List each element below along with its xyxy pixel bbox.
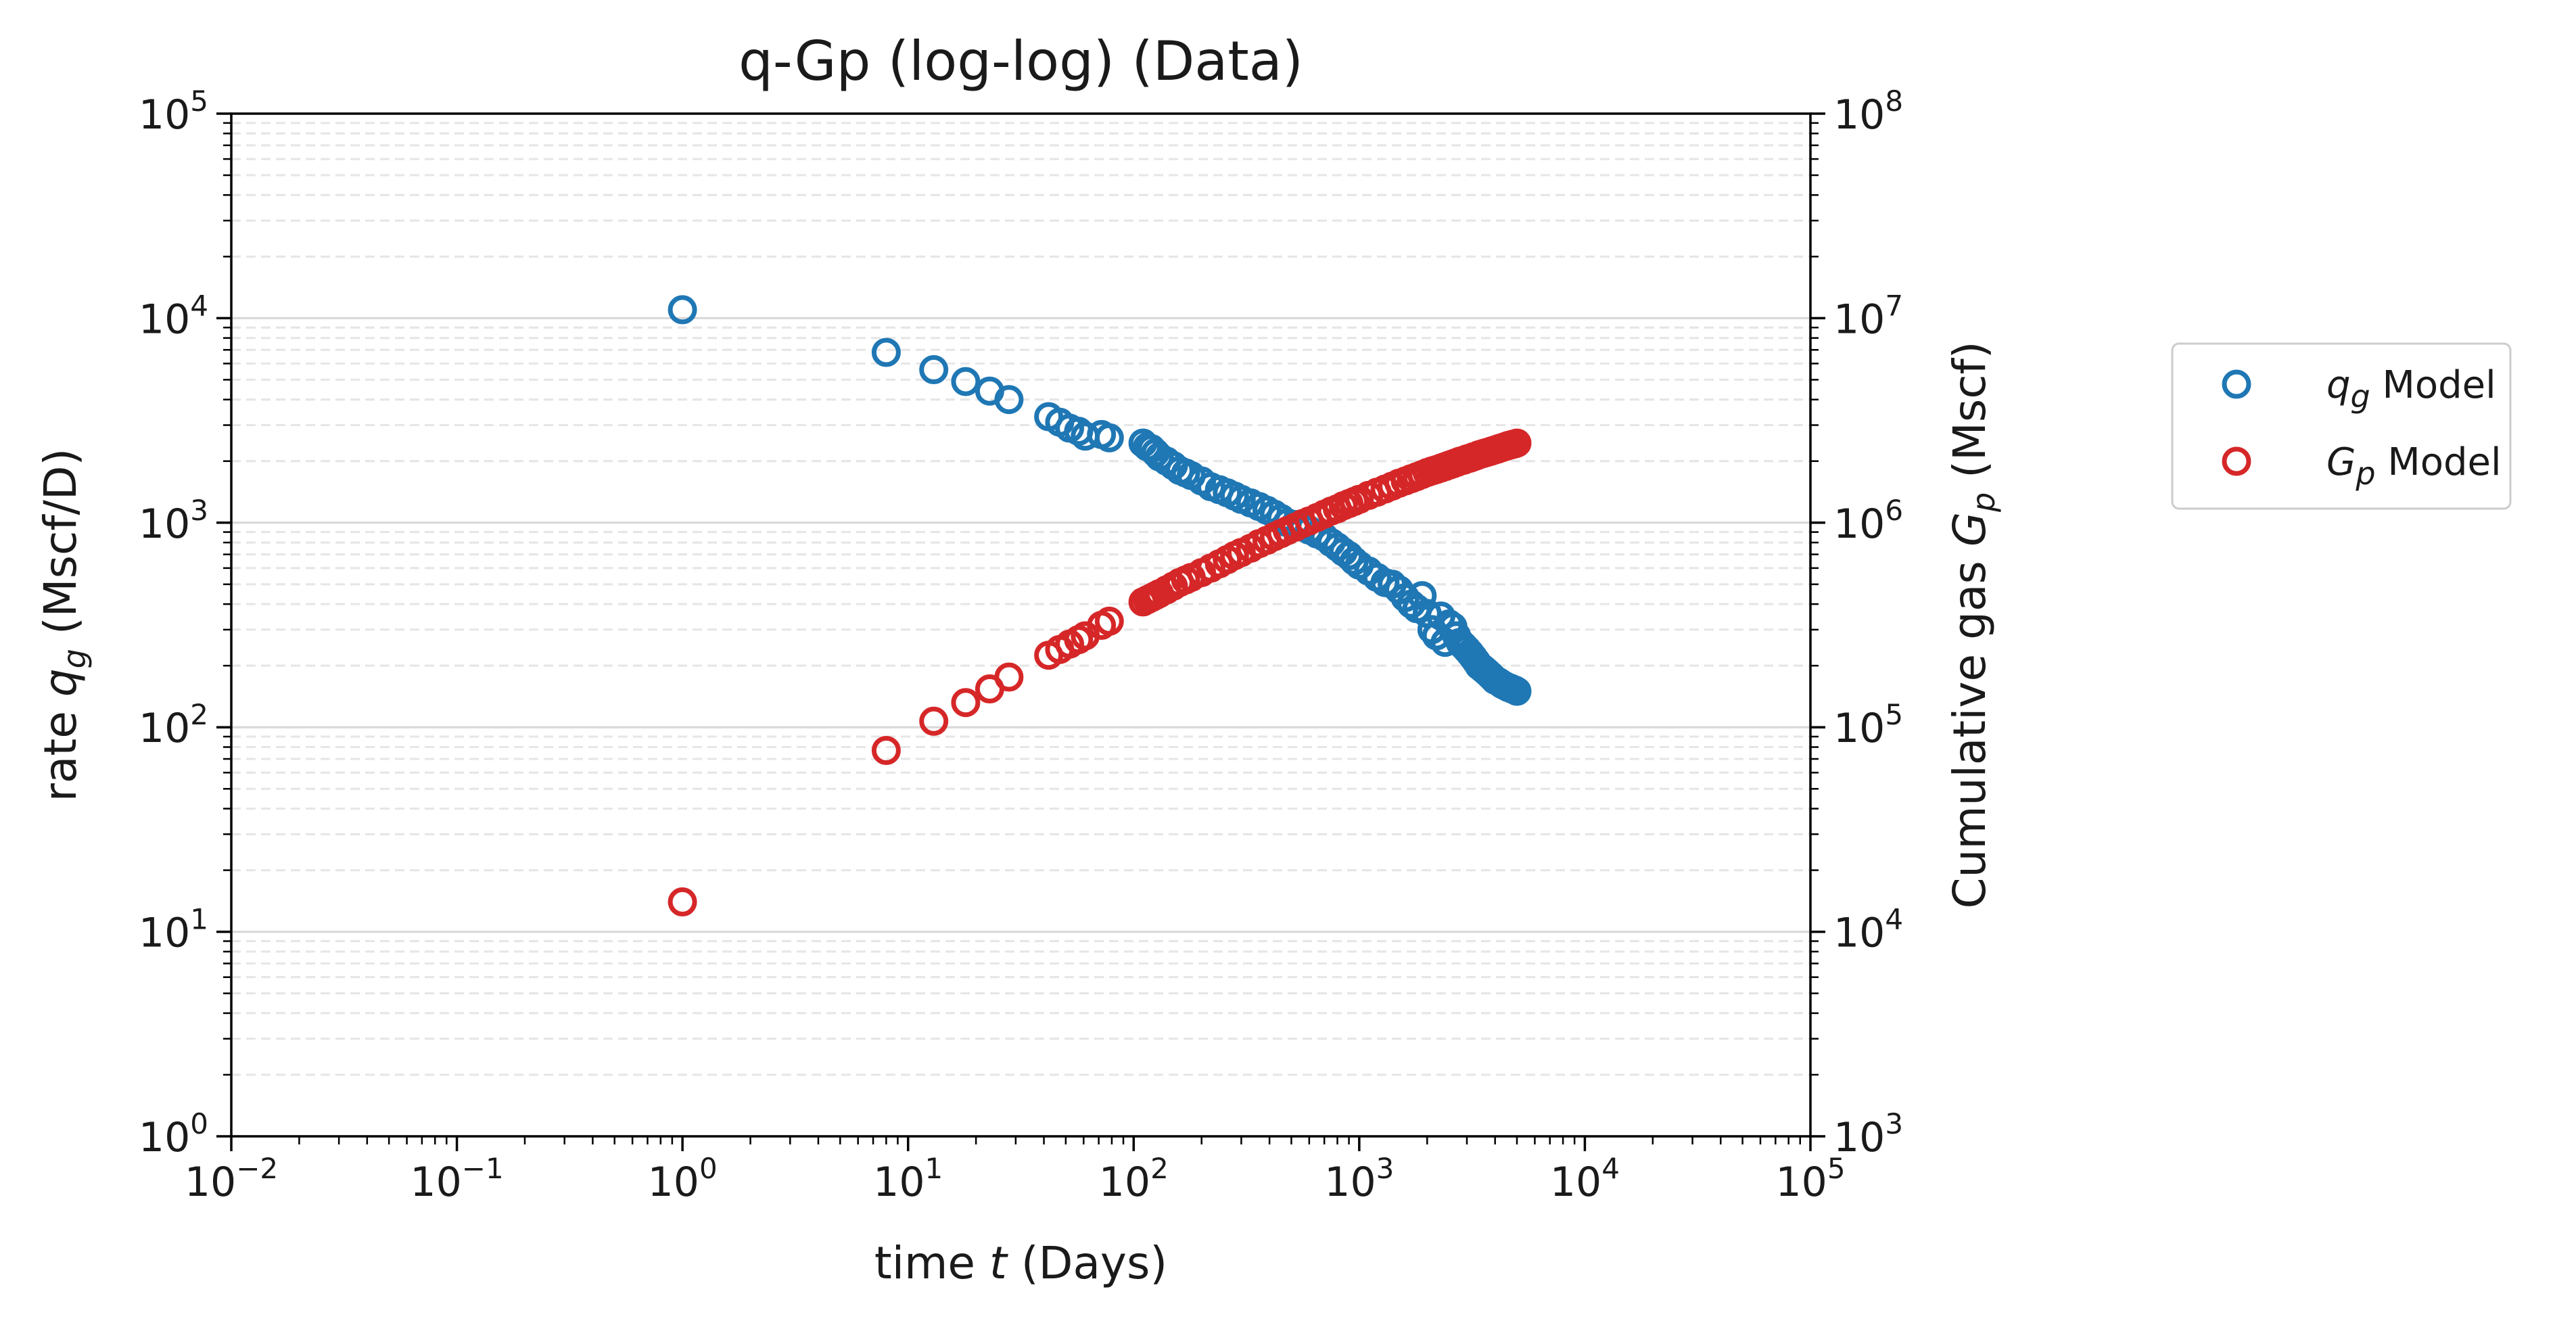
data-point [668, 887, 697, 916]
y-left-tick-label: 103 [139, 494, 208, 548]
y-axis-left-label: rate qg (Mscf/D) [34, 448, 93, 802]
y-right-tick-label: 107 [1833, 289, 1903, 343]
axis-ticks: 10−2 10−1 100 101 102 103 104 10510010110210310… [139, 85, 1903, 1206]
x-tick-label: 103 [1324, 1152, 1394, 1206]
legend-label-qg: qg Model [2326, 363, 2496, 415]
x-tick-label: 10−1 [410, 1152, 503, 1206]
chart-title: q-Gp (log-log) (Data) [739, 30, 1303, 93]
legend: qg Model Gp Model [2171, 342, 2512, 510]
x-tick-label: 100 [648, 1152, 718, 1206]
series-qg [668, 295, 1532, 706]
legend-marker-qg [2222, 369, 2251, 399]
plot-frame [230, 112, 1812, 1138]
data-point [1502, 428, 1532, 458]
data-point [1502, 676, 1532, 706]
y-left-tick-label: 101 [139, 903, 208, 957]
y-left-tick-label: 105 [139, 85, 208, 139]
x-tick-label: 104 [1550, 1152, 1620, 1206]
data-point [871, 736, 901, 765]
series-Gp [668, 428, 1532, 916]
y-right-tick-label: 103 [1833, 1107, 1903, 1161]
data-point [668, 295, 697, 325]
y-left-tick-label: 104 [139, 289, 208, 343]
y-right-tick-label: 104 [1833, 903, 1903, 957]
data-point [951, 688, 981, 718]
y-left-tick-label: 100 [139, 1107, 208, 1161]
data-point [1094, 423, 1124, 452]
plot-series [668, 295, 1532, 916]
data-point [994, 385, 1024, 415]
data-point [1094, 606, 1124, 636]
x-tick-label: 105 [1775, 1152, 1845, 1206]
y-left-tick-label: 102 [139, 698, 208, 752]
legend-frame [2171, 342, 2512, 510]
y-right-tick-label: 108 [1833, 85, 1903, 139]
data-point [1407, 581, 1437, 611]
data-point [951, 367, 981, 396]
data-point [919, 706, 949, 736]
x-axis-label: time t (Days) [874, 1237, 1167, 1289]
legend-label-gp: Gp Model [2326, 440, 2502, 492]
x-tick-label: 101 [873, 1152, 943, 1206]
data-point [994, 662, 1024, 692]
grid [231, 122, 1810, 1076]
data-point [919, 355, 949, 384]
x-tick-label: 10−2 [185, 1152, 278, 1206]
y-right-tick-label: 105 [1833, 698, 1903, 752]
data-point [871, 338, 901, 367]
legend-marker-gp [2222, 446, 2251, 476]
y-right-tick-label: 106 [1833, 494, 1903, 548]
x-tick-label: 102 [1099, 1152, 1169, 1206]
y-axis-right-label: Cumulative gas Gp (Mscf) [1944, 341, 2002, 908]
